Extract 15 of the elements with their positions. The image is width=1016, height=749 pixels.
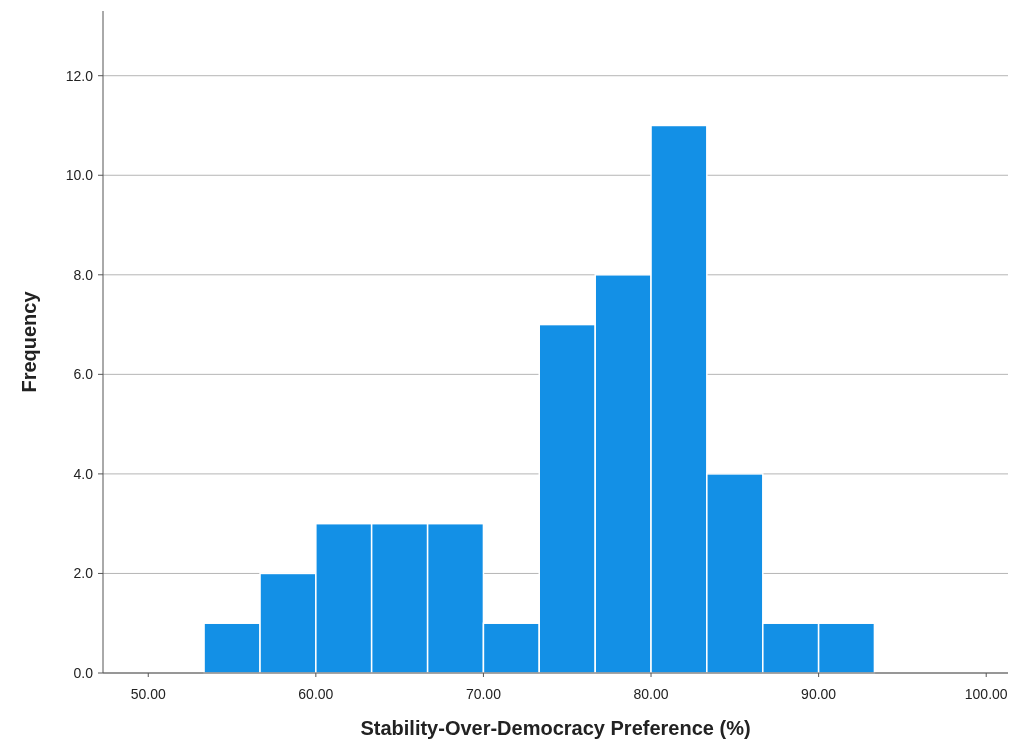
y-tick-label: 8.0 <box>73 266 94 283</box>
y-tick-label: 12.0 <box>65 67 94 84</box>
x-tick-label: 100.00 <box>964 686 1008 702</box>
y-axis-title: Frequency <box>18 290 40 393</box>
y-tick-label: 2.0 <box>73 565 94 582</box>
x-tick-label: 60.00 <box>298 686 334 702</box>
y-tick-label: 4.0 <box>73 465 94 482</box>
x-axis-title: Stability-Over-Democracy Preference (%) <box>360 717 751 739</box>
y-tick-label: 0.0 <box>73 664 94 681</box>
x-tick-label: 70.00 <box>465 686 502 702</box>
y-tick-label: 6.0 <box>73 366 94 383</box>
x-tick-label: 50.00 <box>130 686 166 702</box>
x-tick-label: 80.00 <box>633 686 669 702</box>
x-tick-label: 90.00 <box>801 686 837 702</box>
y-tick-label: 10.0 <box>65 167 94 184</box>
